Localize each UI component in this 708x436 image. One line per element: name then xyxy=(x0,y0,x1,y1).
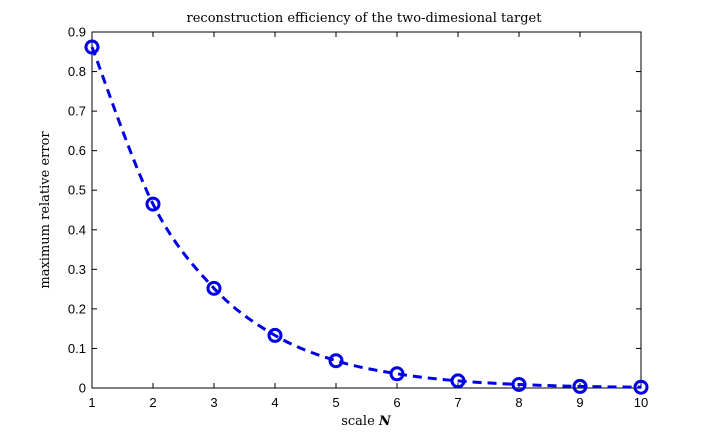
x-tick-label: 8 xyxy=(515,395,522,410)
y-tick-label: 0.2 xyxy=(68,301,86,316)
data-point-marker xyxy=(206,280,222,296)
x-axis-label-prefix: scale xyxy=(341,414,375,429)
y-tick-label: 0.8 xyxy=(68,64,86,79)
data-point-marker xyxy=(633,379,649,395)
y-tick-label: 0.3 xyxy=(68,262,86,277)
y-tick-label: 0 xyxy=(79,381,86,396)
y-tick-label: 0.6 xyxy=(68,143,86,158)
chart-title: reconstruction efficiency of the two-dim… xyxy=(187,11,543,26)
x-tick-label: 7 xyxy=(454,395,461,410)
x-tick-label: 9 xyxy=(576,395,583,410)
x-axis: 1 2 3 4 5 6 7 8 9 10 xyxy=(88,32,648,410)
y-tick-label: 0.4 xyxy=(68,222,86,237)
data-point-marker xyxy=(450,373,466,389)
x-tick-label: 1 xyxy=(88,395,95,410)
y-tick-label: 0.7 xyxy=(68,104,86,119)
series-layer xyxy=(84,39,649,395)
x-tick-label: 10 xyxy=(634,395,648,410)
data-point-marker xyxy=(145,196,161,212)
x-axis-label: scale N xyxy=(341,414,392,429)
data-point-marker xyxy=(389,366,405,382)
y-axis: 0 0.1 0.2 0.3 0.4 0.5 0.6 0.7 0.8 0.9 xyxy=(68,25,641,396)
data-point-marker xyxy=(267,327,283,343)
y-tick-label: 0.9 xyxy=(68,25,86,40)
plot-area xyxy=(91,31,642,389)
x-tick-label: 5 xyxy=(332,395,339,410)
series-line xyxy=(90,46,642,389)
data-point-marker xyxy=(328,353,344,369)
data-point-marker xyxy=(511,376,527,392)
y-tick-label: 0.1 xyxy=(68,341,86,356)
x-tick-label: 4 xyxy=(271,395,278,410)
x-axis-label-symbol: N xyxy=(378,414,392,429)
y-axis-label: maximum relative error xyxy=(38,131,53,289)
y-tick-label: 0.5 xyxy=(68,183,86,198)
x-tick-label: 6 xyxy=(393,395,400,410)
x-tick-label: 2 xyxy=(149,395,156,410)
x-tick-label: 3 xyxy=(210,395,217,410)
data-point-marker xyxy=(84,39,100,55)
plot-frame xyxy=(91,31,642,389)
data-point-marker xyxy=(572,378,588,394)
